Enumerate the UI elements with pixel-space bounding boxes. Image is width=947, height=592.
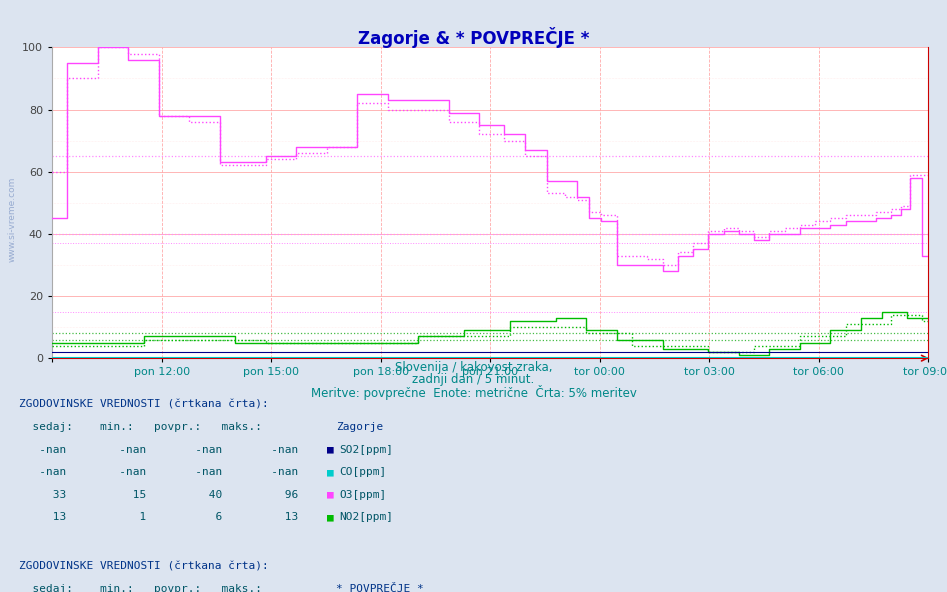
Text: -nan: -nan <box>99 445 147 455</box>
Text: -nan: -nan <box>175 445 223 455</box>
Text: * POVPREČJE *: * POVPREČJE * <box>336 584 424 592</box>
Text: -nan: -nan <box>251 445 298 455</box>
Text: 96: 96 <box>251 490 298 500</box>
Text: 13: 13 <box>251 512 298 522</box>
Text: 15: 15 <box>99 490 147 500</box>
Text: SO2[ppm]: SO2[ppm] <box>339 445 393 455</box>
Text: -nan: -nan <box>99 467 147 477</box>
Text: ZGODOVINSKE VREDNOSTI (črtkana črta):: ZGODOVINSKE VREDNOSTI (črtkana črta): <box>19 562 269 571</box>
Text: NO2[ppm]: NO2[ppm] <box>339 512 393 522</box>
Text: ■: ■ <box>327 467 333 477</box>
Text: CO[ppm]: CO[ppm] <box>339 467 386 477</box>
Text: 33: 33 <box>19 490 66 500</box>
Text: www.si-vreme.com: www.si-vreme.com <box>8 176 17 262</box>
Text: 40: 40 <box>175 490 223 500</box>
Text: Zagorje & * POVPREČJE *: Zagorje & * POVPREČJE * <box>358 27 589 47</box>
Text: 1: 1 <box>99 512 147 522</box>
Text: sedaj:    min.:   povpr.:   maks.:: sedaj: min.: povpr.: maks.: <box>19 584 262 592</box>
Text: sedaj:    min.:   povpr.:   maks.:: sedaj: min.: povpr.: maks.: <box>19 422 262 432</box>
Text: -nan: -nan <box>251 467 298 477</box>
Text: 13: 13 <box>19 512 66 522</box>
Text: 6: 6 <box>175 512 223 522</box>
Text: ■: ■ <box>327 445 333 455</box>
Text: Slovenija / kakovost zraka,: Slovenija / kakovost zraka, <box>395 361 552 374</box>
Text: -nan: -nan <box>19 467 66 477</box>
Text: Meritve: povprečne  Enote: metrične  Črta: 5% meritev: Meritve: povprečne Enote: metrične Črta:… <box>311 385 636 400</box>
Text: -nan: -nan <box>19 445 66 455</box>
Text: ZGODOVINSKE VREDNOSTI (črtkana črta):: ZGODOVINSKE VREDNOSTI (črtkana črta): <box>19 400 269 410</box>
Text: zadnji dan / 5 minut.: zadnji dan / 5 minut. <box>412 373 535 386</box>
Text: ■: ■ <box>327 490 333 500</box>
Text: -nan: -nan <box>175 467 223 477</box>
Text: O3[ppm]: O3[ppm] <box>339 490 386 500</box>
Text: ■: ■ <box>327 512 333 522</box>
Text: Zagorje: Zagorje <box>336 422 384 432</box>
